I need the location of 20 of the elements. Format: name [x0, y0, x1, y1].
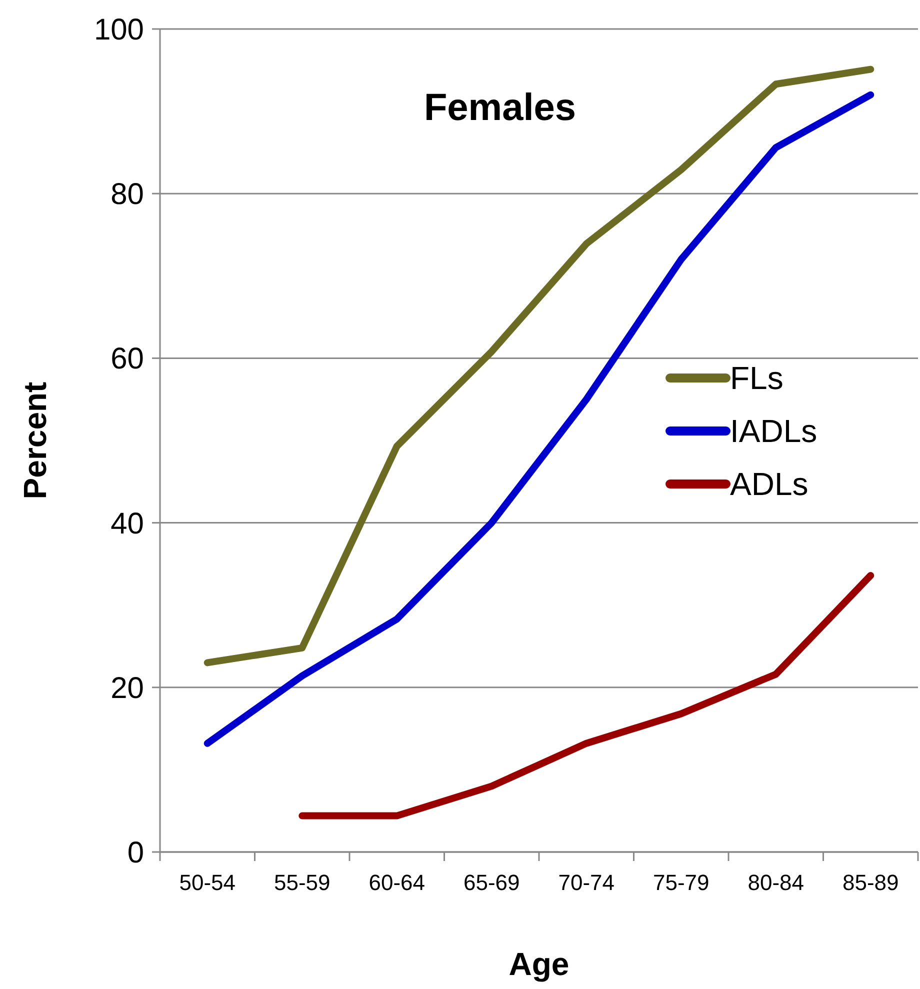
- x-axis-title: Age: [508, 946, 570, 982]
- text: Females: [424, 87, 576, 129]
- y-tick-label: 100: [94, 14, 144, 46]
- x-tick-label: 50-54: [179, 870, 236, 895]
- legend-label: FLs: [730, 360, 784, 396]
- y-tick-label: 60: [110, 342, 144, 376]
- legend-label: IADLs: [730, 413, 818, 450]
- x-tick-label: 85-89: [842, 870, 899, 895]
- x-tick-label: 65-69: [463, 870, 520, 895]
- x-tick-label: 80-84: [748, 870, 804, 895]
- y-tick-label: 20: [110, 672, 144, 705]
- y-tick-label: 80: [110, 178, 144, 212]
- x-tick-label: 55-59: [274, 870, 330, 895]
- y-axis-title: Percent: [17, 381, 53, 500]
- x-tick-label: 70-74: [558, 870, 615, 895]
- x-tick-label: 75-79: [652, 870, 710, 895]
- legend-label: ADLs: [730, 466, 808, 502]
- x-tick-label: 60-64: [368, 870, 426, 895]
- y-tick-label: 0: [127, 836, 144, 870]
- y-tick-label: 40: [110, 507, 144, 540]
